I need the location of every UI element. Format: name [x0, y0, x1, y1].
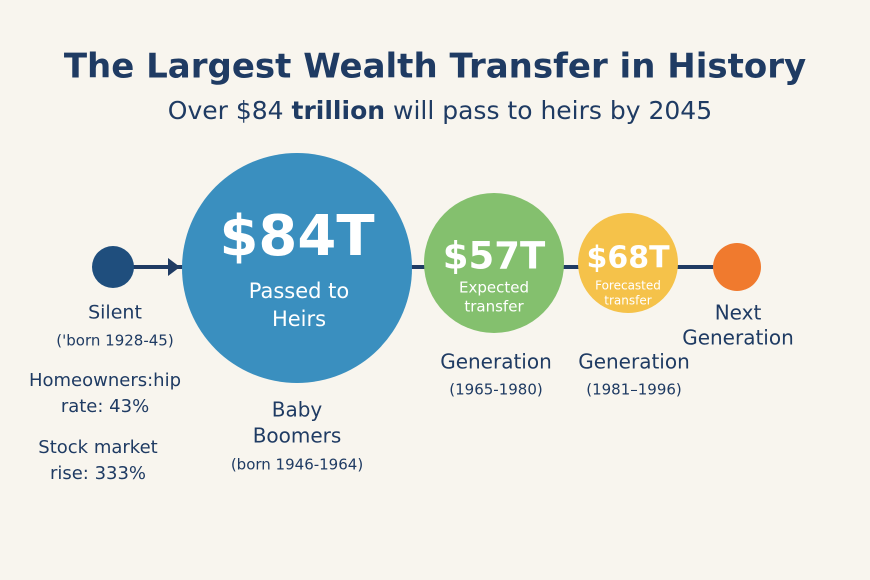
subtitle-part: will pass to heirs by 2045	[385, 96, 712, 125]
node-label: Generation	[578, 350, 690, 374]
node-circle	[578, 213, 678, 313]
node-caption: Forecasted	[595, 279, 661, 293]
node-amount: $84T	[219, 204, 374, 269]
node-circle	[713, 243, 761, 291]
node-circle	[182, 153, 412, 383]
node-amount: $57T	[443, 235, 546, 278]
node-stat: rate: 43%	[61, 396, 149, 417]
node-circle	[92, 246, 134, 288]
node-circle	[424, 193, 564, 333]
node-label: Boomers	[253, 424, 342, 448]
node-label: Baby	[272, 398, 323, 422]
node-caption: Expected	[459, 279, 529, 297]
node-caption: Heirs	[272, 307, 326, 331]
node-years: ('born 1928-45)	[56, 332, 173, 350]
node-stat: Stock market	[38, 437, 157, 458]
node-caption: transfer	[604, 294, 651, 308]
node-stat: rise: 333%	[50, 463, 146, 484]
node-years: (born 1946-1964)	[231, 456, 363, 474]
arrow-head	[168, 258, 180, 276]
node-stat: Homeowners:hip	[29, 370, 181, 391]
node-years: (1981–1996)	[586, 381, 682, 399]
subtitle-part: trillion	[292, 96, 386, 125]
node-amount: $68T	[586, 241, 670, 276]
node-caption: transfer	[464, 298, 524, 316]
node-label: Silent	[88, 302, 142, 324]
node-label: Generation	[682, 326, 794, 350]
subtitle-part: Over $84	[168, 96, 292, 125]
subtitle: Over $84 trillion will pass to heirs by …	[128, 96, 736, 125]
node-label: Next	[715, 301, 762, 325]
node-caption: Passed to	[249, 279, 349, 303]
node-label: Generation	[440, 350, 552, 374]
node-years: (1965-1980)	[449, 381, 542, 399]
title: The Largest Wealth Transfer in History	[64, 47, 806, 87]
